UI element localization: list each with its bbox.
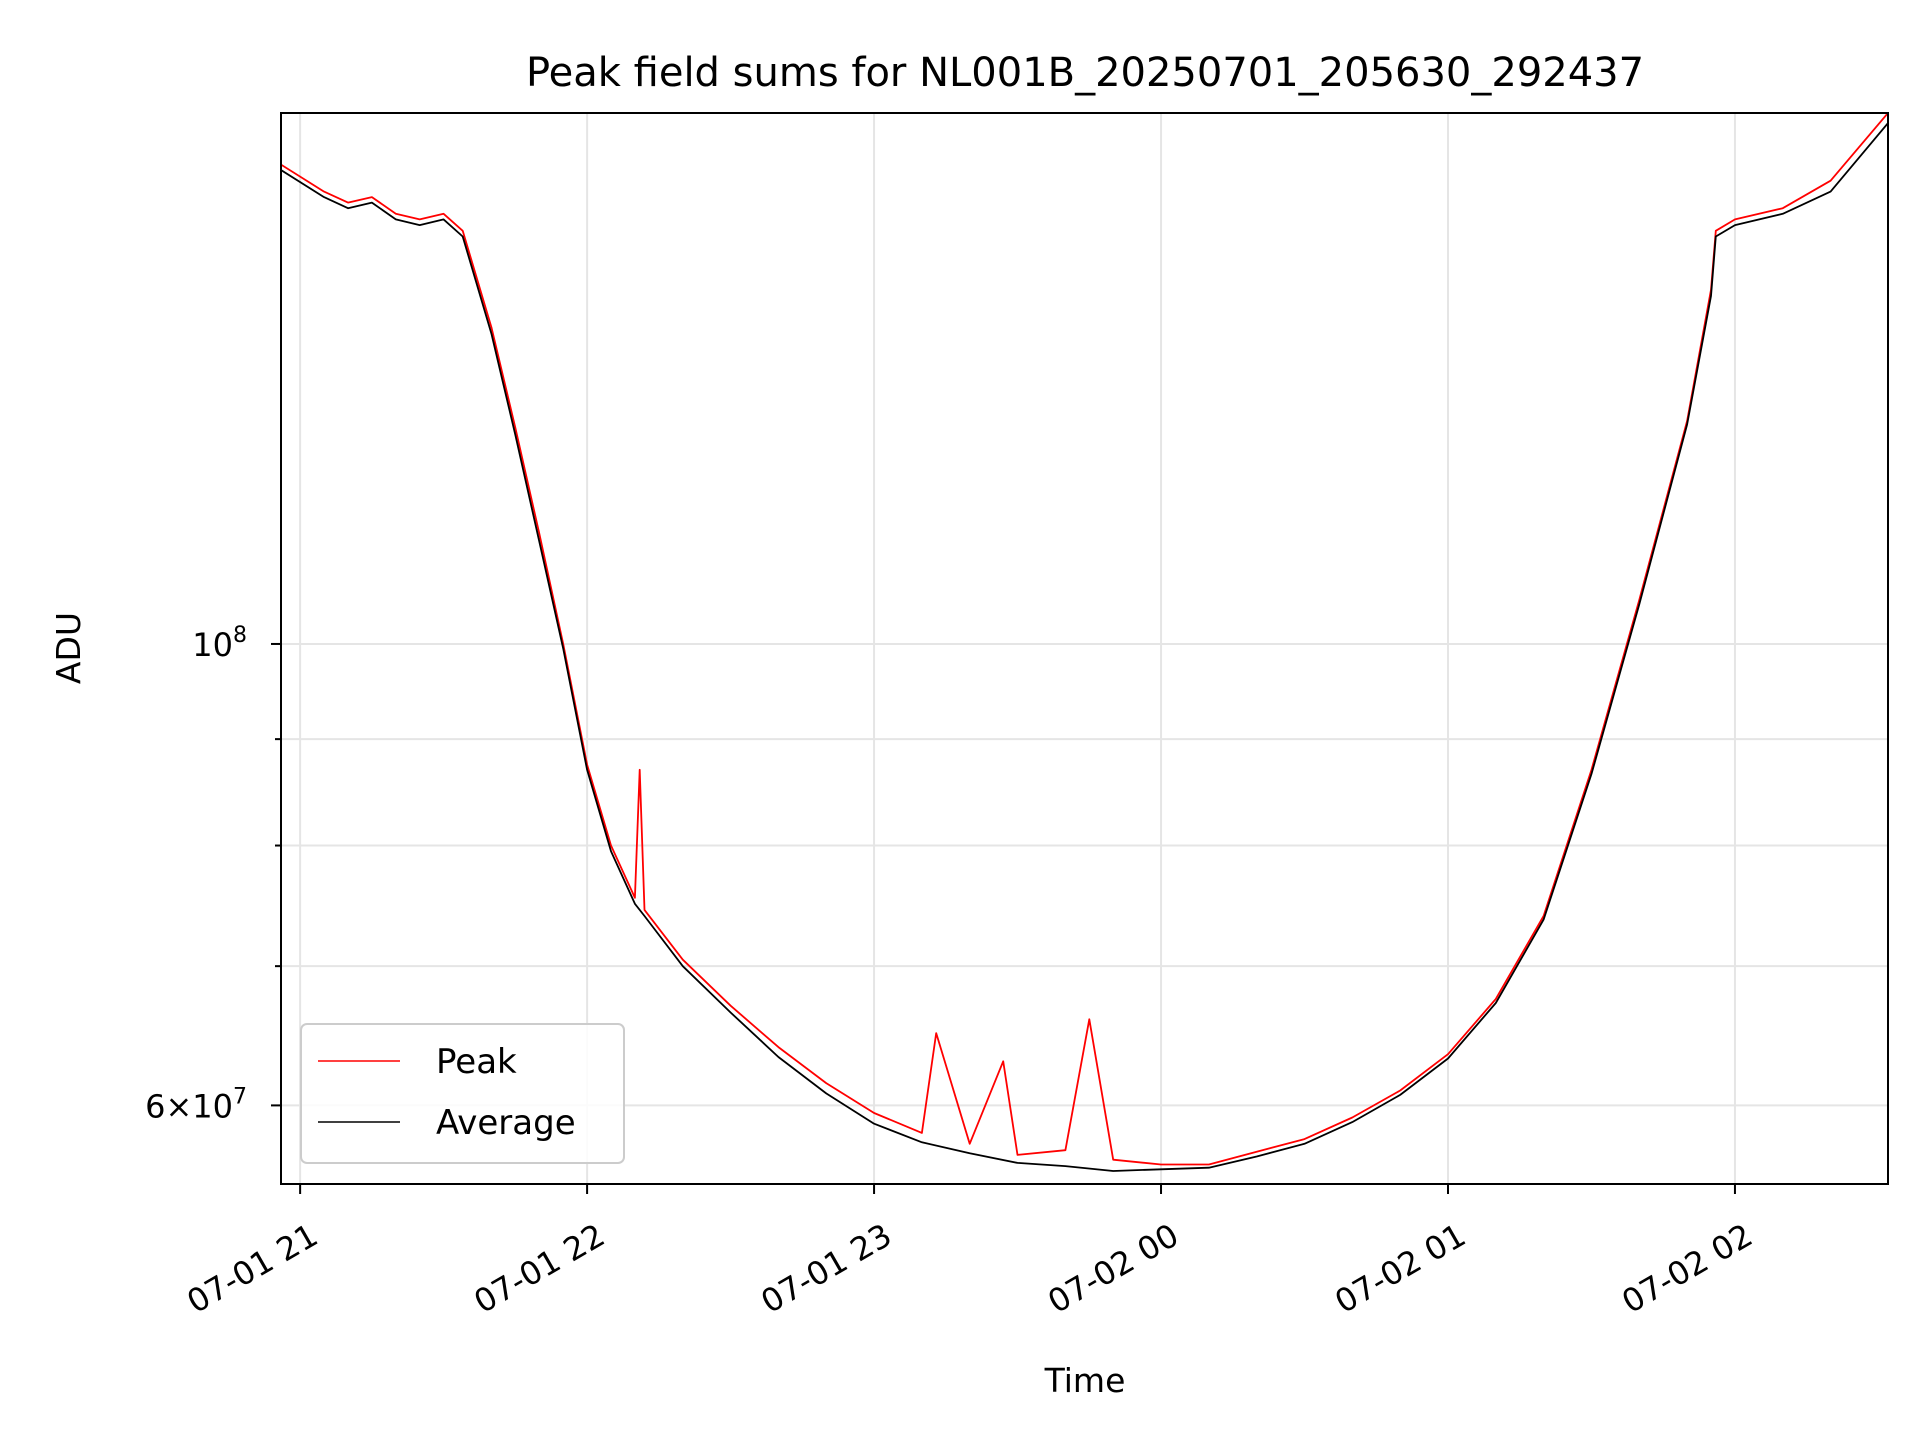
series-layer xyxy=(281,113,1888,1172)
x-axis-label: Time xyxy=(1044,1361,1126,1400)
plot-frame xyxy=(280,112,1889,1185)
series-line-average xyxy=(281,122,1888,1172)
y-axis-label: ADU xyxy=(49,612,88,684)
y-tick-label: 6×107 xyxy=(145,1084,247,1125)
legend-peak-label: Peak xyxy=(436,1042,517,1082)
legend-box xyxy=(300,1023,625,1164)
legend: Peak Average xyxy=(300,1023,625,1164)
series-line-peak xyxy=(281,113,1888,1166)
legend-average-label: Average xyxy=(436,1103,576,1143)
chart-title: Peak field sums for NL001B_20250701_2056… xyxy=(526,50,1644,96)
